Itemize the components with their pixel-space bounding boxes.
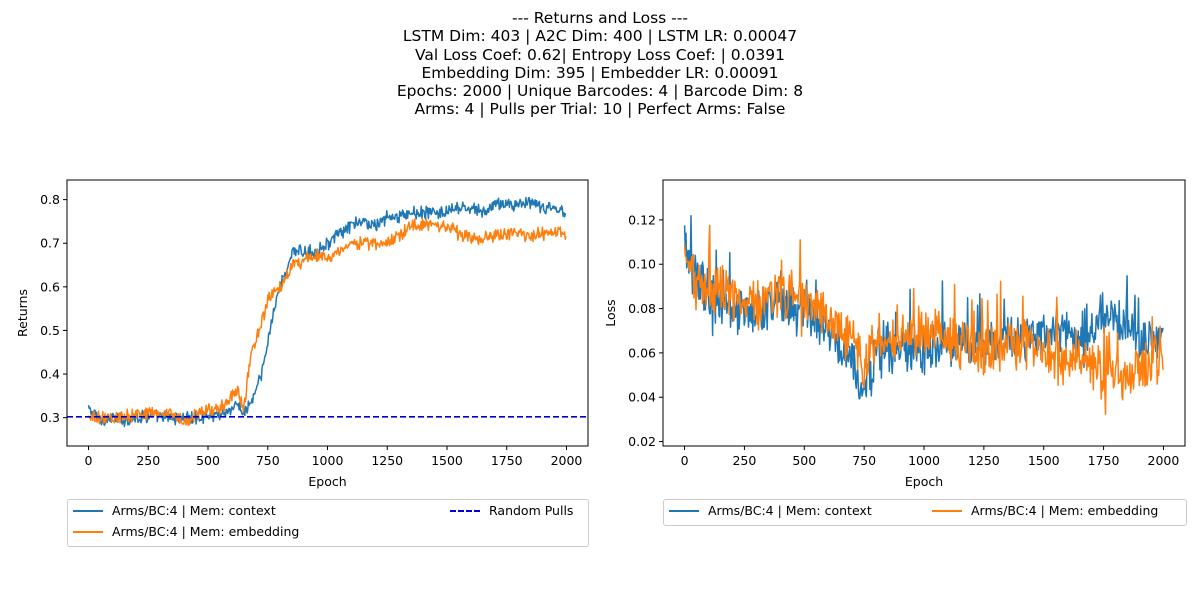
y-axis-label: Returns (15, 289, 30, 337)
title-line: Arms: 4 | Pulls per Trial: 10 | Perfect … (414, 100, 786, 119)
x-axis-label: Epoch (905, 474, 943, 489)
legend-swatch-embedding (73, 530, 103, 533)
x-tick-label: 2000 (1148, 453, 1180, 468)
x-tick-label: 1500 (431, 453, 463, 468)
legend-swatch-context (669, 509, 699, 512)
title-line: Epochs: 2000 | Unique Barcodes: 4 | Barc… (396, 82, 804, 101)
x-tick-label: 2000 (551, 453, 583, 468)
x-tick-label: 250 (136, 453, 160, 468)
returns-legend: Arms/BC:4 | Mem: context Arms/BC:4 | Mem… (67, 499, 589, 547)
series-line-context (87, 196, 567, 428)
x-tick-label: 1250 (371, 453, 403, 468)
legend-entry-embedding: Arms/BC:4 | Mem: embedding (73, 524, 299, 539)
x-tick-label: 500 (196, 453, 220, 468)
legend-entry-embedding: Arms/BC:4 | Mem: embedding (932, 503, 1158, 518)
x-tick-label: 250 (732, 453, 756, 468)
x-tick-label: 750 (852, 453, 876, 468)
legend-entry-context: Arms/BC:4 | Mem: context (669, 503, 872, 518)
title-line: --- Returns and Loss --- (512, 9, 688, 27)
y-tick-label: 0.12 (628, 212, 656, 227)
y-tick-label: 0.6 (40, 279, 60, 294)
title-line: Val Loss Coef: 0.62| Entropy Loss Coef: … (415, 45, 785, 64)
legend-label: Arms/BC:4 | Mem: context (112, 503, 276, 518)
y-tick-label: 0.5 (40, 323, 60, 338)
loss-legend: Arms/BC:4 | Mem: context Arms/BC:4 | Mem… (663, 499, 1187, 526)
y-tick-label: 0.06 (628, 345, 656, 360)
y-tick-label: 0.8 (40, 192, 60, 207)
axes-frame (66, 179, 589, 447)
y-tick-label: 0.08 (628, 301, 656, 316)
x-tick-label: 1000 (908, 453, 940, 468)
title-line: Embedding Dim: 395 | Embedder LR: 0.0009… (421, 63, 779, 82)
legend-entry-context: Arms/BC:4 | Mem: context (73, 503, 276, 518)
x-tick-label: 1500 (1028, 453, 1060, 468)
legend-label: Random Pulls (489, 503, 574, 518)
y-tick-label: 0.7 (40, 236, 60, 251)
x-tick-label: 1750 (1088, 453, 1120, 468)
title-line: LSTM Dim: 403 | A2C Dim: 400 | LSTM LR: … (402, 27, 798, 46)
y-tick-label: 0.02 (628, 434, 656, 449)
x-tick-label: 500 (792, 453, 816, 468)
legend-label: Arms/BC:4 | Mem: embedding (971, 503, 1159, 518)
x-tick-label: 0 (85, 453, 93, 468)
y-tick-label: 0.04 (628, 390, 656, 405)
y-tick-label: 0.4 (40, 367, 60, 382)
series-line-embedding (683, 224, 1164, 415)
legend-swatch-random (450, 509, 480, 512)
x-tick-label: 0 (681, 453, 689, 468)
legend-label: Arms/BC:4 | Mem: embedding (112, 524, 300, 539)
series-line-embedding (87, 218, 567, 426)
x-tick-label: 750 (256, 453, 280, 468)
y-axis-label: Loss (603, 299, 618, 326)
legend-entry-random: Random Pulls (450, 503, 573, 518)
x-axis-label: Epoch (308, 474, 346, 489)
figure-title: --- Returns and Loss --- LSTM Dim: 403 |… (0, 9, 1200, 119)
legend-swatch-embedding (932, 509, 962, 512)
y-tick-label: 0.10 (628, 257, 656, 272)
legend-label: Arms/BC:4 | Mem: context (708, 503, 872, 518)
x-tick-label: 1000 (312, 453, 344, 468)
legend-swatch-context (73, 509, 103, 512)
x-tick-label: 1250 (968, 453, 1000, 468)
y-tick-label: 0.3 (40, 410, 60, 425)
x-tick-label: 1750 (491, 453, 523, 468)
